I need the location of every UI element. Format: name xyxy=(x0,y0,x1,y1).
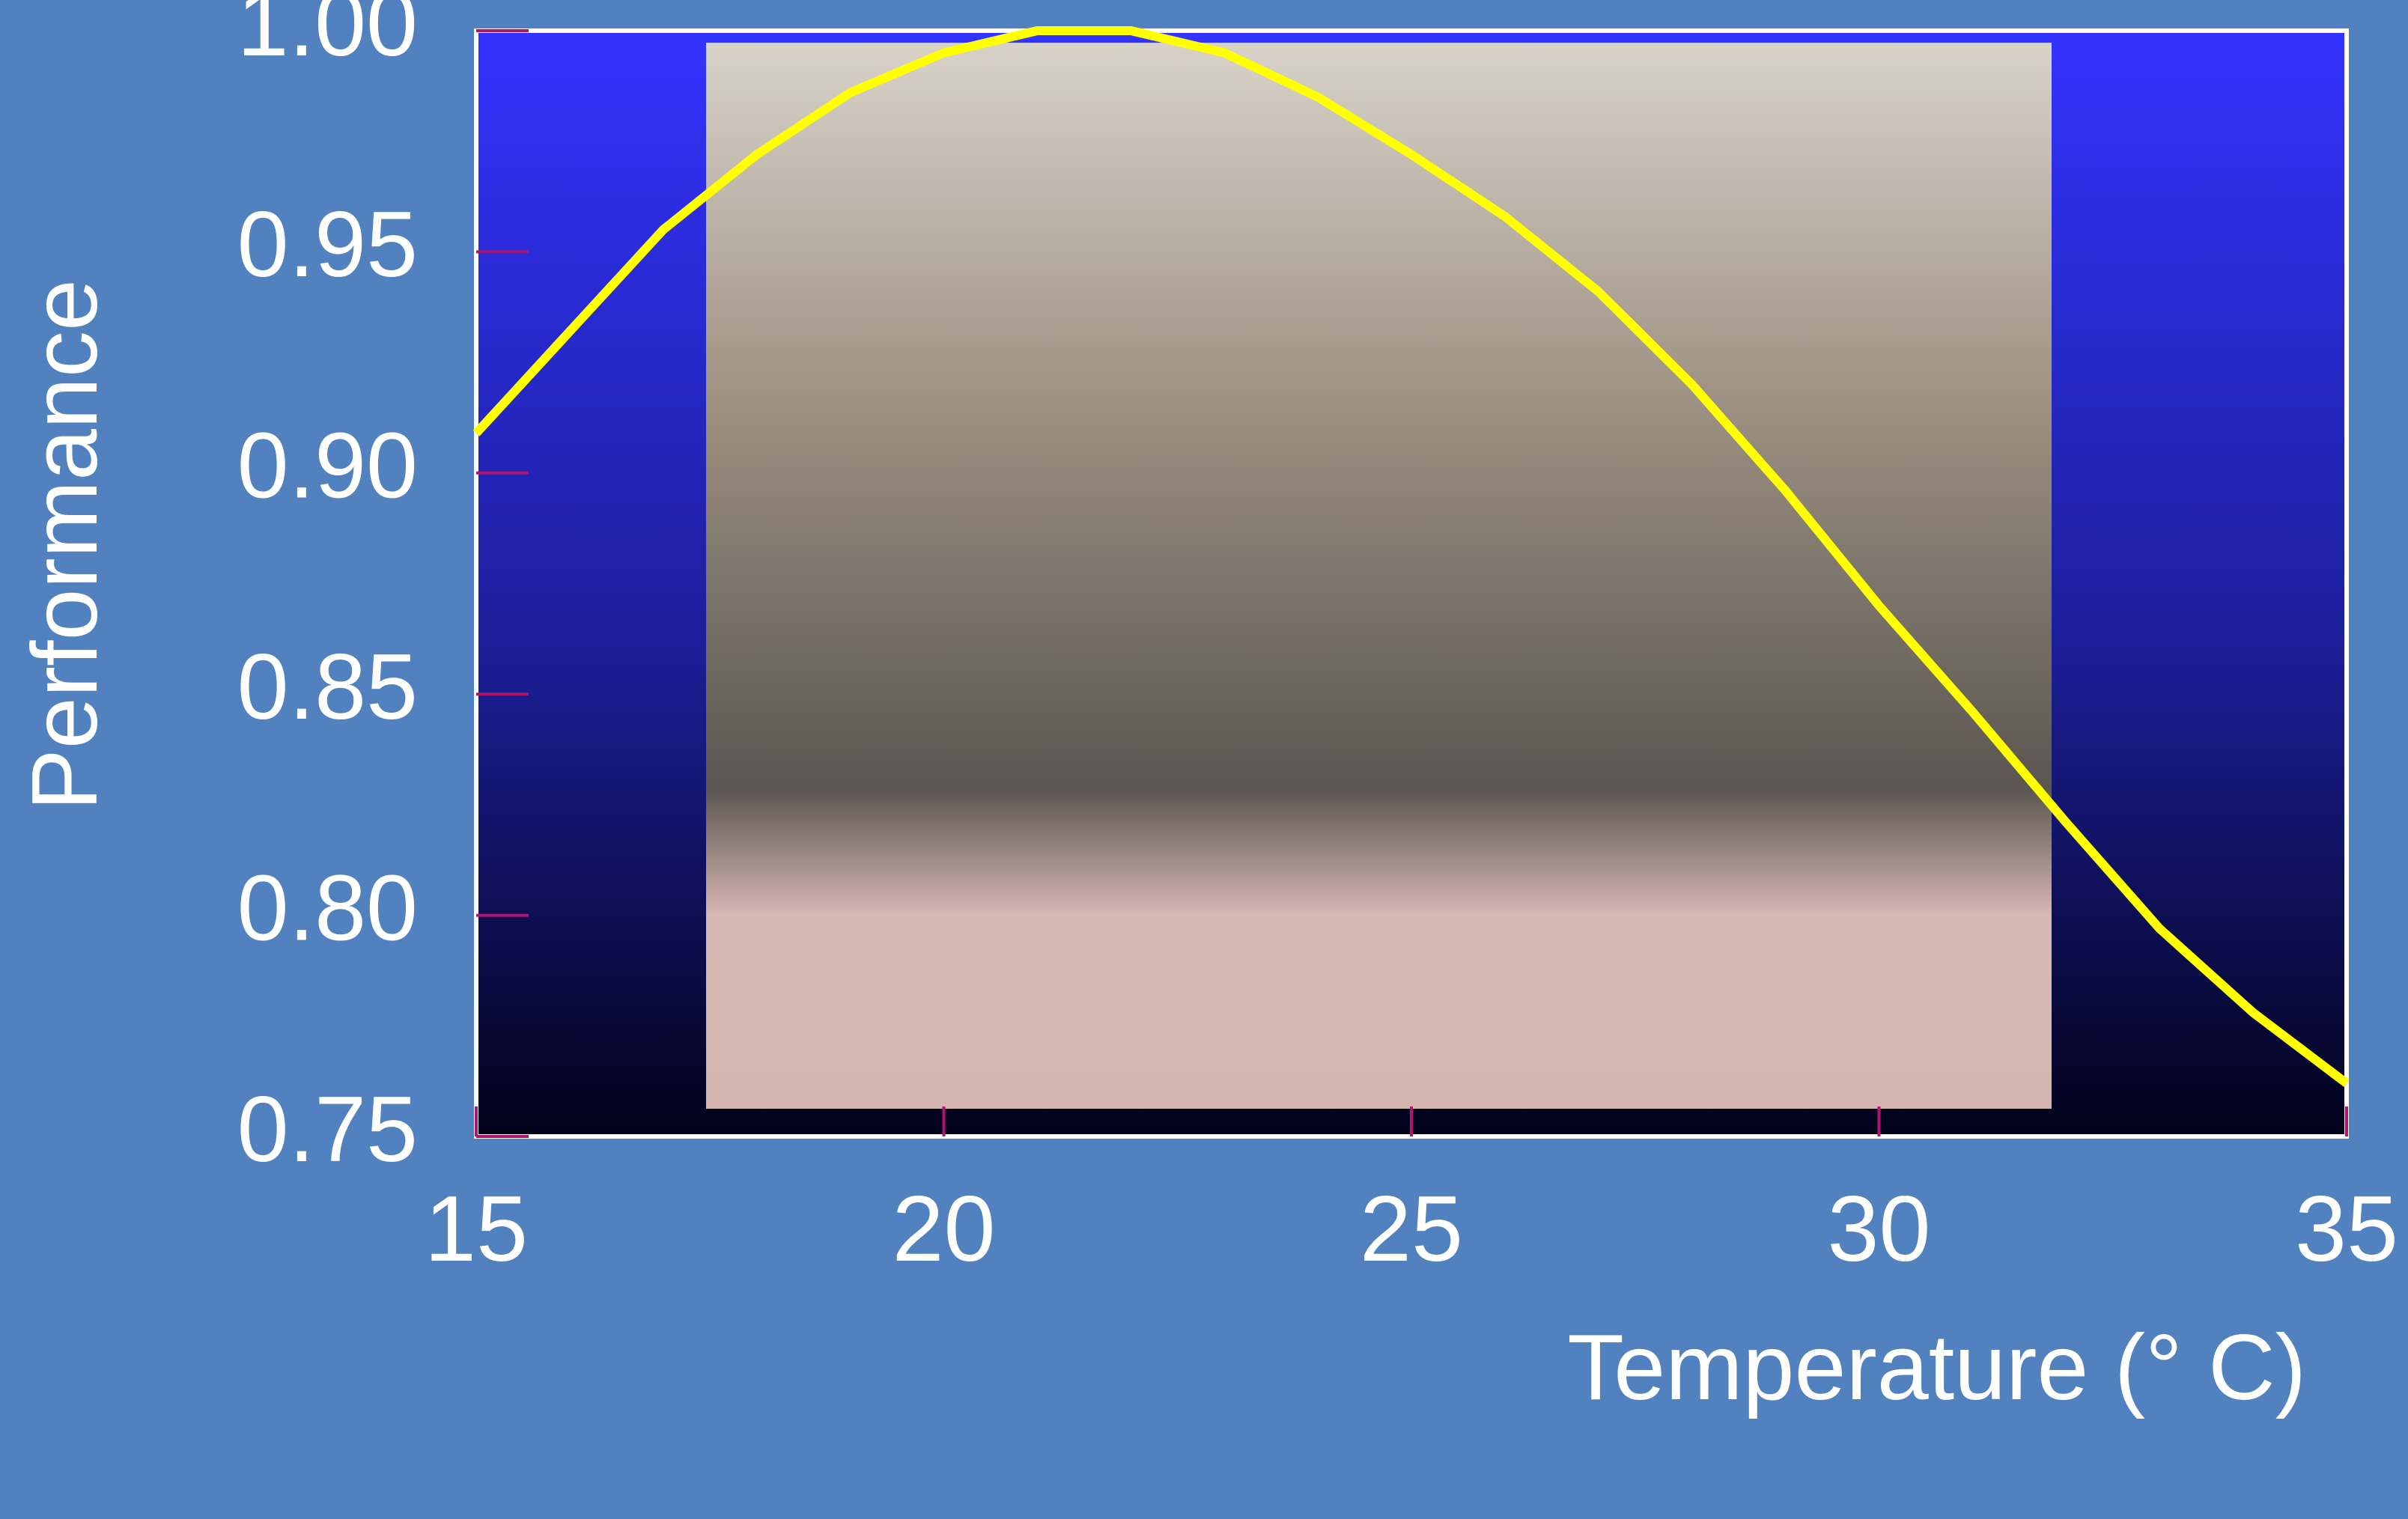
x-tick-label: 30 xyxy=(1828,1178,1931,1281)
y-tick-label: 0.75 xyxy=(237,1078,418,1181)
y-tick-label: 0.90 xyxy=(237,415,418,518)
y-tick-label: 1.00 xyxy=(237,0,418,76)
y-tick-label: 0.85 xyxy=(237,636,418,739)
y-tick-label: 0.80 xyxy=(237,856,418,960)
y-axis-label: Performance xyxy=(13,279,117,811)
x-tick-label: 35 xyxy=(2295,1178,2398,1281)
line xyxy=(472,26,2350,1087)
x-tick-label: 20 xyxy=(893,1178,996,1281)
office-photo xyxy=(706,43,2052,1109)
y-tick-label: 0.95 xyxy=(237,193,418,296)
x-tick-label: 15 xyxy=(425,1178,528,1281)
x-axis-label: Temperature (° C) xyxy=(1567,1316,2306,1419)
x-tick-label: 25 xyxy=(1360,1178,1463,1281)
